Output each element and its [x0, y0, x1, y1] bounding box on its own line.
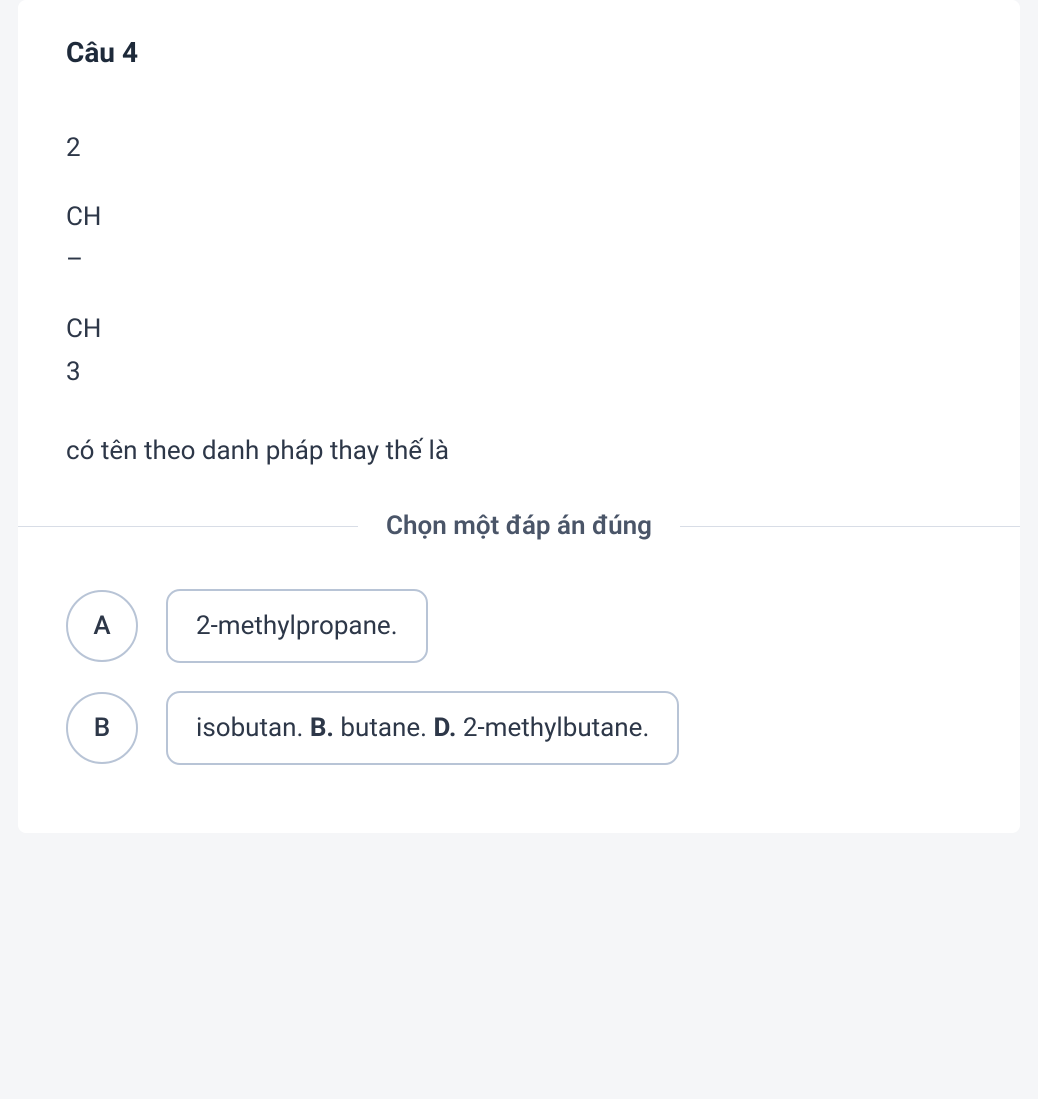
answer-text-b[interactable]: isobutan. B. butane. D. 2-methylbutane.	[166, 691, 679, 765]
answer-b-part-3: 2-methylbutane.	[456, 713, 649, 743]
divider-line-left	[18, 526, 358, 527]
body-line-1: 2	[66, 129, 972, 168]
body-line-6: có tên theo danh pháp thay thế là	[66, 432, 972, 471]
answer-b-part-1: isobutan.	[196, 713, 310, 743]
instruction-divider: Chọn một đáp án đúng	[18, 511, 1020, 541]
question-card: Câu 4 2 CH – CH 3 có tên theo danh pháp …	[18, 0, 1020, 833]
body-line-5: 3	[66, 353, 972, 392]
answer-letter-a[interactable]: A	[66, 590, 138, 662]
question-body: 2 CH – CH 3 có tên theo danh pháp thay t…	[66, 129, 972, 471]
answer-b-bold-1: B.	[310, 713, 334, 743]
body-line-3: –	[66, 241, 972, 280]
answer-letter-b[interactable]: B	[66, 692, 138, 764]
answer-option-b[interactable]: B isobutan. B. butane. D. 2-methylbutane…	[66, 691, 972, 765]
question-title: Câu 4	[66, 36, 972, 69]
answer-text-a[interactable]: 2-methylpropane.	[166, 589, 428, 663]
divider-line-right	[680, 526, 1020, 527]
answer-b-part-2: butane.	[334, 713, 433, 743]
answer-option-a[interactable]: A 2-methylpropane.	[66, 589, 972, 663]
body-line-4: CH	[66, 310, 972, 349]
answer-b-bold-2: D.	[433, 713, 456, 743]
instruction-text: Chọn một đáp án đúng	[358, 511, 680, 541]
body-line-2: CH	[66, 198, 972, 237]
